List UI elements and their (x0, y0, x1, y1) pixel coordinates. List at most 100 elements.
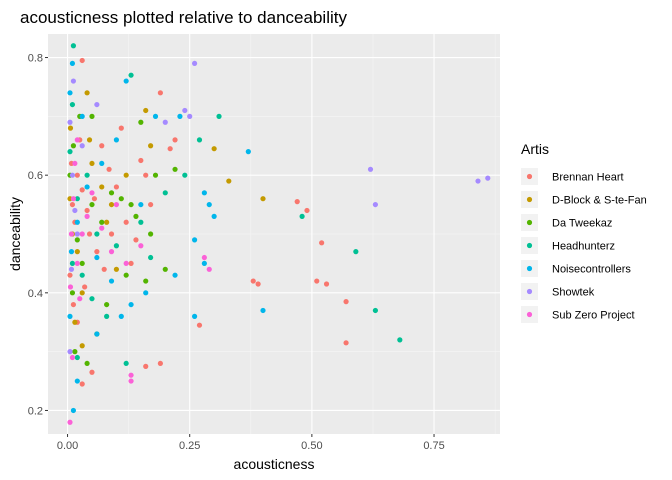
point-d-block-s-te-fan (72, 319, 78, 325)
point-d-block-s-te-fan (108, 201, 115, 208)
point-showtek (191, 60, 198, 67)
y-tick-label: 0.8 (28, 53, 43, 65)
point-brennan-heart (143, 172, 149, 178)
point-showtek (70, 78, 77, 84)
x-axis: 0.00 0.25 0.50 0.75 (57, 434, 445, 452)
point-sub-zero-project (123, 260, 129, 267)
point-d-block-s-te-fan (67, 125, 74, 131)
point-brennan-heart (79, 381, 85, 387)
point-brennan-heart (255, 281, 261, 287)
point-noisecontrollers (67, 90, 73, 96)
point-sub-zero-project (113, 201, 120, 208)
point-d-block-s-te-fan (74, 249, 80, 255)
point-brennan-heart (84, 207, 90, 214)
point-noisecontrollers (191, 237, 198, 243)
y-axis: 0.2 0.4 0.6 0.8 (28, 53, 48, 417)
point-brennan-heart (91, 196, 98, 202)
point-noisecontrollers (113, 137, 120, 143)
x-tick-label: 0.00 (57, 440, 78, 452)
point-da-tweekaz (162, 266, 168, 272)
legend-label-brennan-heart: Brennan Heart (552, 172, 624, 184)
point-d-block-s-te-fan (89, 160, 95, 167)
point-showtek (68, 266, 75, 272)
point-noisecontrollers (211, 213, 217, 219)
point-noisecontrollers (99, 160, 105, 167)
point-brennan-heart (343, 299, 349, 305)
point-da-tweekaz (108, 190, 115, 196)
point-brennan-heart (128, 260, 134, 267)
legend-swatch-sub-zero-project (526, 311, 533, 318)
point-noisecontrollers (128, 301, 134, 308)
point-noisecontrollers (74, 378, 80, 384)
point-headhunterz (128, 72, 134, 78)
point-brennan-heart (133, 237, 139, 243)
x-axis-title: acousticness (234, 456, 315, 472)
point-headhunterz (138, 219, 144, 225)
x-tick-label: 0.50 (301, 440, 322, 452)
point-brennan-heart (323, 281, 330, 287)
point-sub-zero-project (69, 354, 76, 361)
point-brennan-heart (319, 240, 325, 246)
legend-swatch-headhunterz (526, 242, 533, 249)
point-sub-zero-project (108, 249, 115, 255)
point-headhunterz (67, 149, 73, 155)
chart-title: acousticness plotted relative to danceab… (20, 8, 347, 27)
point-headhunterz (299, 213, 305, 219)
point-brennan-heart (304, 207, 310, 214)
point-sub-zero-project (72, 160, 78, 167)
point-brennan-heart (113, 184, 120, 190)
point-brennan-heart (94, 249, 100, 255)
point-noisecontrollers (67, 313, 73, 319)
point-noisecontrollers (191, 313, 198, 319)
point-headhunterz (74, 196, 80, 202)
point-d-block-s-te-fan (260, 196, 266, 202)
point-sub-zero-project (138, 243, 144, 249)
y-tick-label: 0.2 (28, 405, 43, 417)
point-brennan-heart (106, 166, 112, 172)
point-da-tweekaz (70, 143, 77, 149)
point-da-tweekaz (128, 201, 134, 208)
y-axis-title: danceability (7, 197, 23, 271)
point-brennan-heart (79, 57, 85, 64)
point-noisecontrollers (68, 249, 75, 255)
point-headhunterz (84, 172, 90, 178)
point-noisecontrollers (172, 272, 178, 278)
point-noisecontrollers (84, 184, 90, 190)
point-d-block-s-te-fan (79, 343, 85, 349)
point-sub-zero-project (206, 266, 212, 272)
point-brennan-heart (250, 278, 256, 284)
point-headhunterz (79, 272, 85, 278)
point-brennan-heart (118, 125, 124, 131)
point-sub-zero-project (70, 196, 77, 202)
point-showtek (162, 119, 168, 125)
point-d-block-s-te-fan (148, 143, 154, 149)
point-brennan-heart (86, 231, 93, 237)
point-da-tweekaz (148, 231, 154, 237)
legend-swatch-da-tweekaz (526, 219, 533, 226)
point-da-tweekaz (104, 301, 110, 308)
point-showtek (182, 107, 188, 114)
point-d-block-s-te-fan (79, 290, 85, 296)
grid-major (48, 34, 500, 434)
point-da-tweekaz (72, 349, 78, 355)
point-da-tweekaz (172, 166, 178, 172)
point-sub-zero-project (89, 190, 95, 196)
point-noisecontrollers (94, 254, 100, 261)
data-points (67, 43, 491, 425)
point-brennan-heart (294, 199, 300, 205)
point-da-tweekaz (133, 213, 139, 219)
point-showtek (485, 175, 491, 181)
point-noisecontrollers (79, 113, 85, 119)
point-showtek (74, 231, 80, 237)
legend-swatch-showtek (526, 288, 533, 295)
point-da-tweekaz (89, 201, 95, 208)
point-da-tweekaz (152, 172, 159, 178)
point-showtek (67, 119, 73, 125)
point-brennan-heart (167, 146, 173, 152)
point-noisecontrollers (260, 307, 266, 314)
point-sub-zero-project (68, 231, 75, 237)
point-brennan-heart (67, 272, 73, 278)
point-brennan-heart (82, 284, 88, 290)
point-brennan-heart (89, 369, 95, 375)
point-d-block-s-te-fan (104, 219, 110, 225)
